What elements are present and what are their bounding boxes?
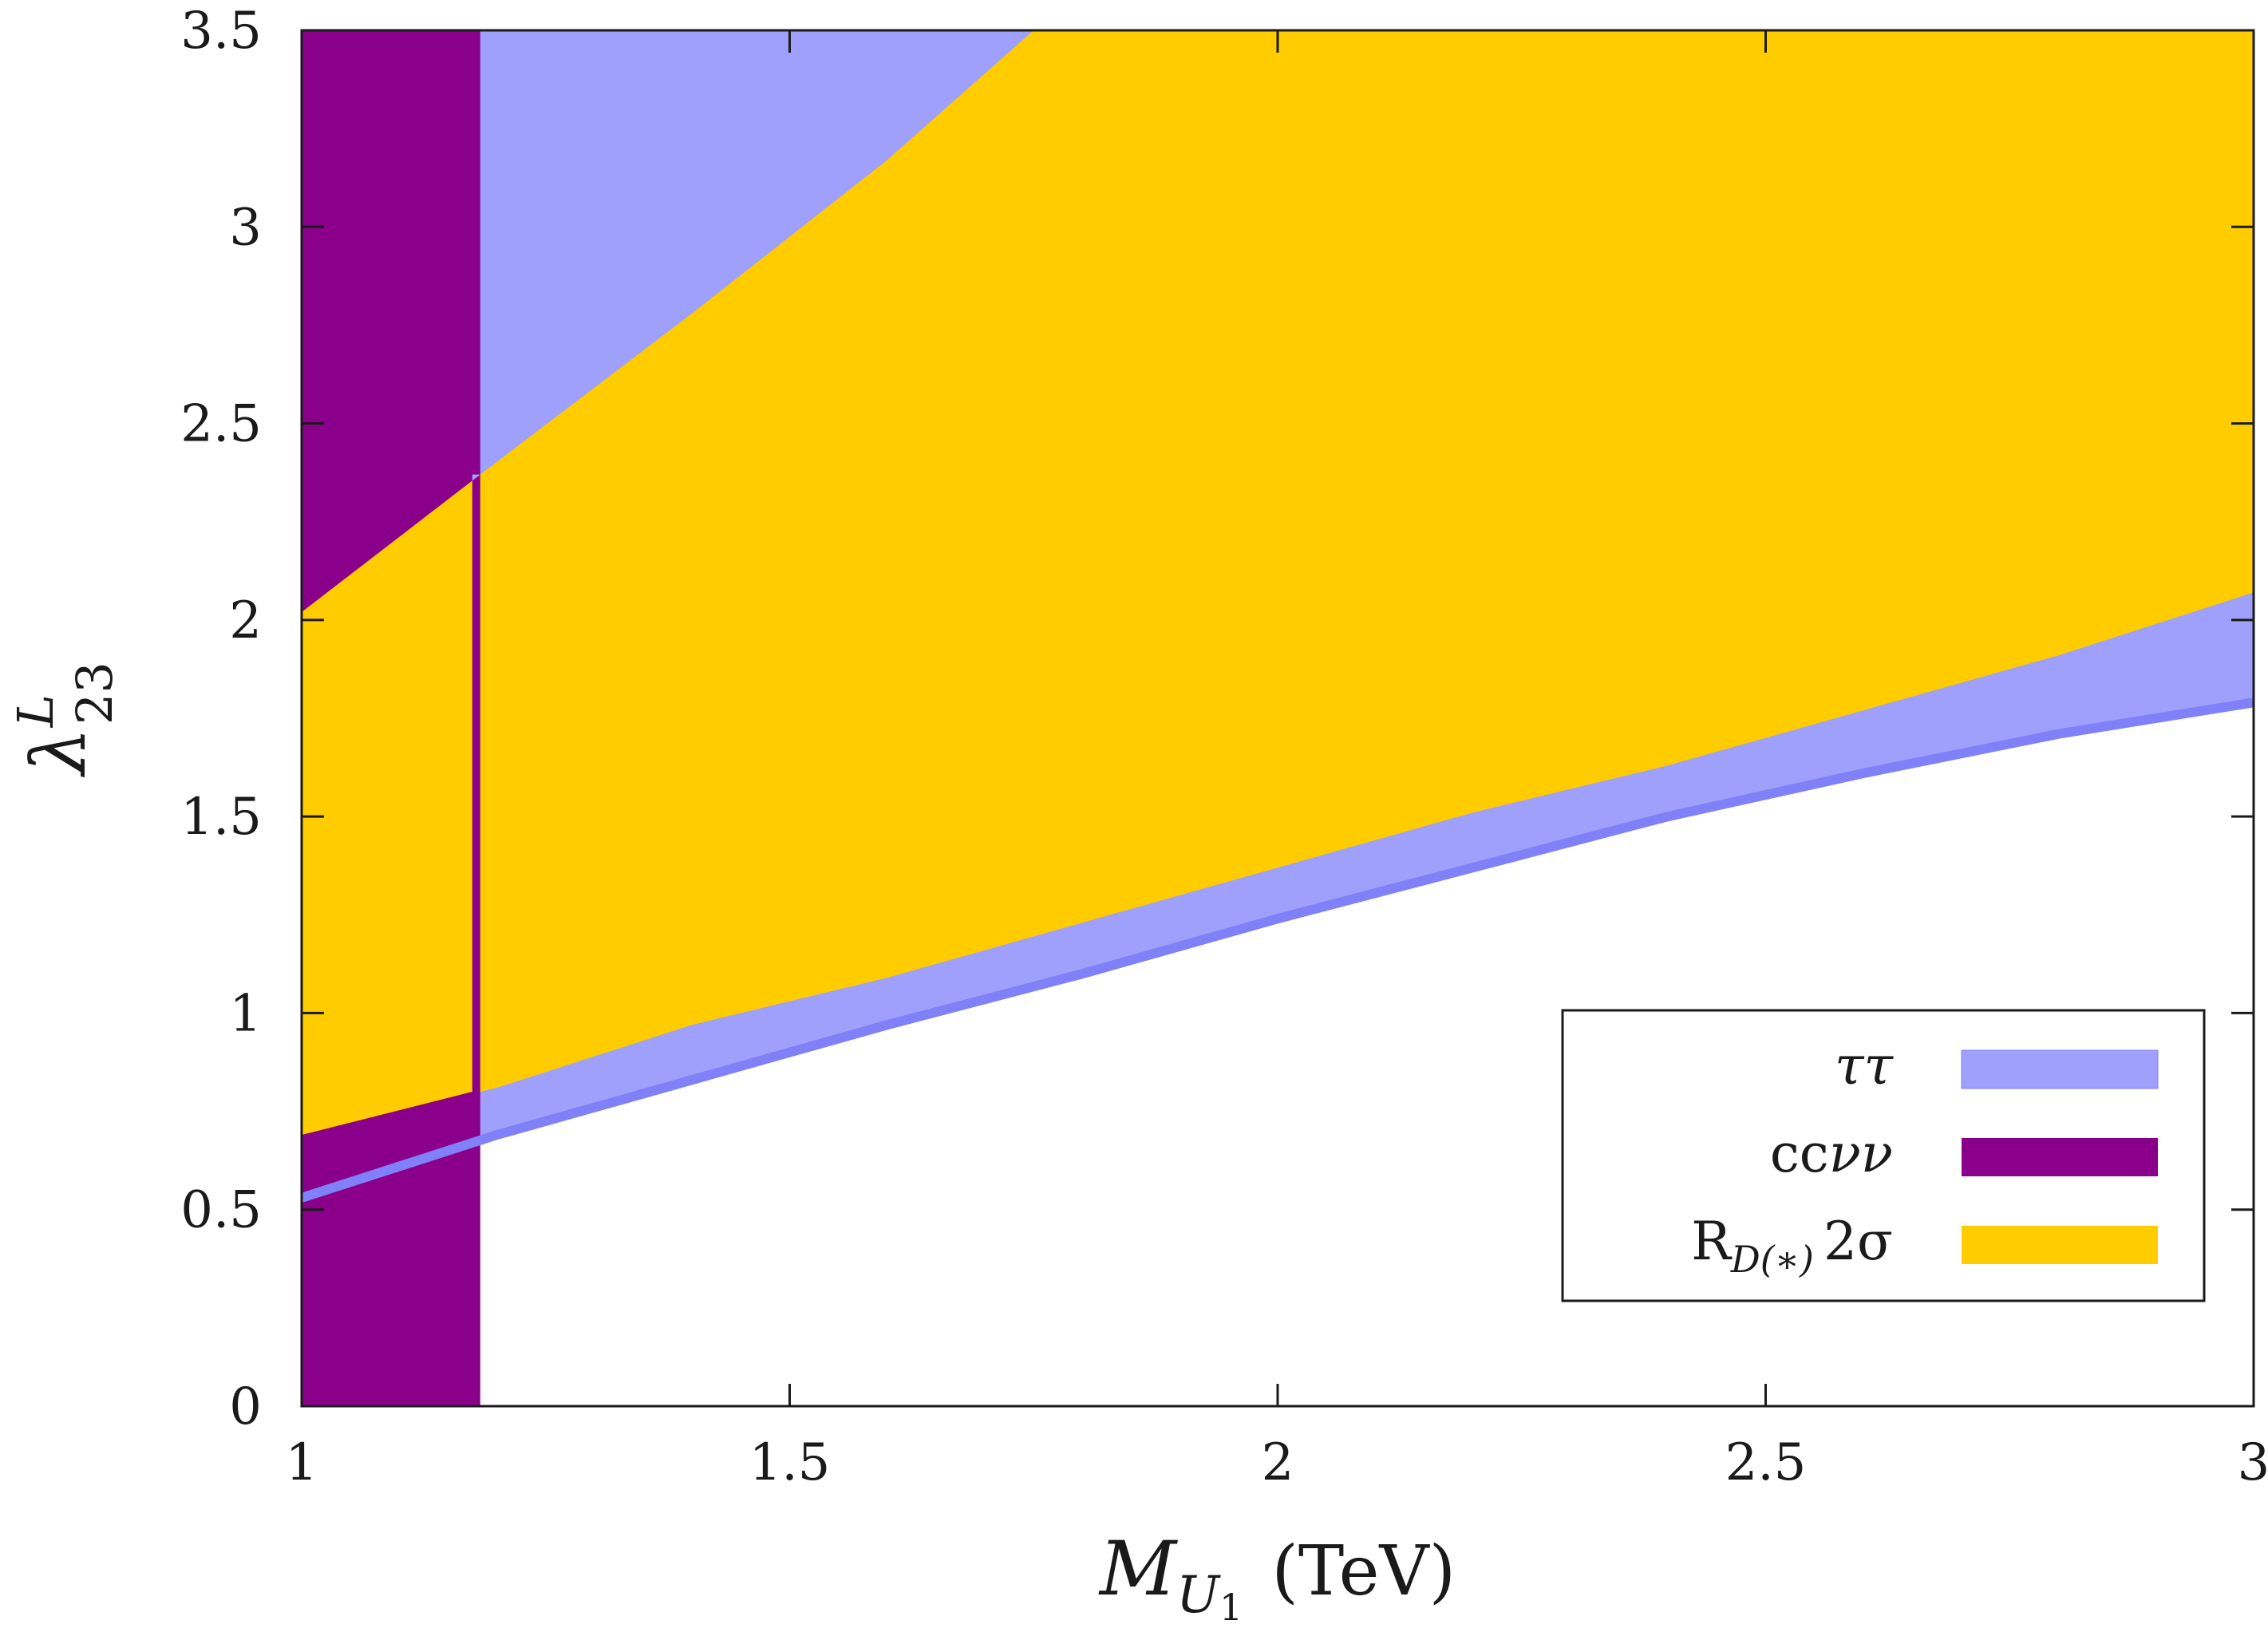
rd-2sigma-region — [302, 30, 2254, 1136]
legend-swatch-ccnunu — [1962, 1138, 2158, 1176]
y-tick-label: 3 — [229, 198, 262, 257]
legend-swatch-rd — [1962, 1226, 2158, 1264]
y-axis-title: λL23 — [6, 662, 124, 778]
x-axis-ticks — [300, 30, 2255, 1406]
legend-swatch-tautau — [1961, 1049, 2159, 1089]
y-axis-tick-labels: 0 0.5 1 1.5 2 2.5 3 3.5 — [180, 2, 262, 1436]
x-tick-label: 2.5 — [1725, 1433, 1807, 1492]
x-axis-tick-labels: 1 1.5 2 2.5 3 — [286, 1433, 2268, 1492]
x-tick-label: 1.5 — [749, 1433, 831, 1492]
y-tick-label: 1.5 — [180, 788, 262, 847]
legend-label-ccnunu: ccνν — [1770, 1123, 1893, 1184]
y-tick-label: 1 — [229, 984, 262, 1043]
legend-label-tautau: ττ — [1835, 1035, 1895, 1097]
y-axis-ticks — [302, 29, 2254, 1408]
y-tick-label: 2.5 — [180, 395, 262, 454]
y-tick-label: 0.5 — [180, 1181, 262, 1240]
y-tick-label: 3.5 — [180, 2, 262, 61]
y-tick-label: 2 — [229, 591, 262, 650]
legend-label-rd: RD(∗) 2σ — [1691, 1211, 1893, 1281]
y-tick-label: 0 — [229, 1377, 262, 1436]
legend: ττ ccνν RD(∗) 2σ — [1561, 1009, 2206, 1302]
x-tick-label: 1 — [286, 1433, 318, 1492]
x-tick-label: 2 — [1262, 1433, 1294, 1492]
x-tick-label: 3 — [2238, 1433, 2268, 1492]
ccnunu-region — [302, 30, 480, 1406]
x-axis-title: MU1 (TeV) — [1098, 1526, 1456, 1629]
tautau-boundary-line — [302, 697, 2254, 1203]
